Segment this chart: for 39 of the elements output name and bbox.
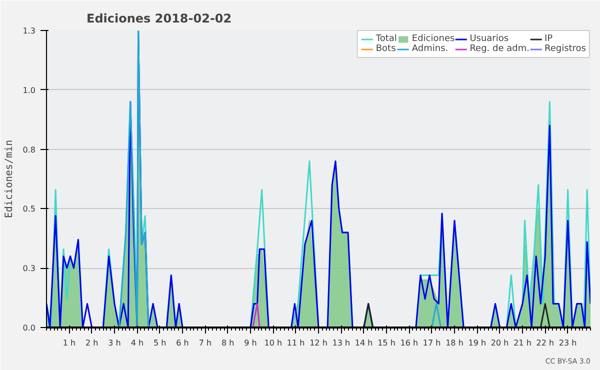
y-tick-label: 0.3 [22,264,36,274]
legend-label: Total [376,34,397,44]
legend-label: IP [544,34,554,44]
legend-label: Admins. [412,44,448,54]
x-tick-label: 12 h [310,338,328,348]
legend-label: Reg. de adm. [470,44,530,54]
chart-title: Ediciones 2018-02-02 [86,12,232,26]
x-tick-label: 4 h [130,338,144,348]
x-tick-label: 9 h [244,338,257,348]
x-tick-label: 21 h [514,338,532,348]
legend-label: Usuarios [470,34,509,44]
y-tick-label: 1.0 [22,86,36,95]
y-tick-label: 0.0 [22,324,36,332]
y-tick-label: 0.8 [22,145,36,154]
x-tick-label: 2 h [85,338,98,348]
x-tick-label: 7 h [198,338,212,348]
x-tick-label: 14 h [354,338,373,348]
x-tick-label: 11 h [286,338,305,348]
y-axis-title: Ediciones/min [4,140,15,218]
x-tick-label: 8 h [221,338,234,348]
x-tick-label: 22 h [536,338,554,348]
x-tick-label: 18 h [446,338,464,348]
x-tick-label: 16 h [400,338,418,348]
legend-label: Ediciones [412,34,455,44]
x-tick-label: 15 h [378,338,396,348]
x-tick-label: 19 h [468,338,486,348]
legend-label: Registros [544,44,586,54]
y-tick-label: 0.5 [22,204,36,214]
x-tick-label: 23 h [558,338,577,348]
x-tick-label: 6 h [176,338,189,348]
x-tick-label: 10 h [264,338,282,348]
x-tick-label: 5 h [153,338,166,348]
x-tick-label: 17 h [422,338,441,348]
x-tick-label: 20 h [490,338,509,348]
legend-label: Bots [376,44,396,54]
x-tick-label: 3 h [108,338,121,348]
y-tick-label: 1.3 [22,26,36,36]
x-tick-label: 13 h [332,338,350,348]
x-tick-label: 1 h [62,338,76,348]
